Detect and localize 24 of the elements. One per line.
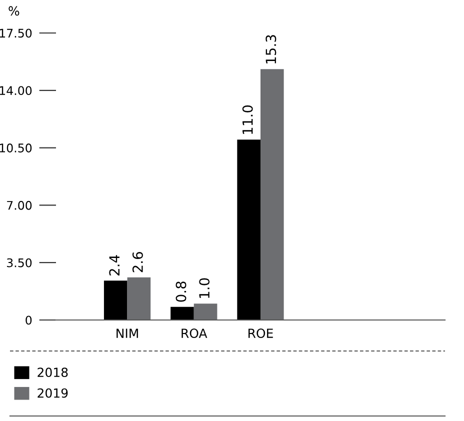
legend-label: 2019: [38, 388, 68, 398]
data-label: 15.3: [266, 35, 276, 64]
bar: [194, 304, 218, 320]
data-label: 0.8: [176, 282, 186, 302]
data-label: 2.6: [132, 252, 143, 272]
y-tick-label: 7.00: [7, 200, 32, 210]
bar: [237, 140, 260, 320]
data-label: 11.0: [242, 105, 253, 134]
y-axis-title: %: [8, 6, 20, 16]
y-tick-label: 17.50: [0, 28, 32, 38]
y-tick-label: 10.50: [0, 144, 32, 152]
bar: [104, 280, 128, 320]
y-tick-label: 0: [26, 316, 32, 325]
x-tick-label: ROE: [248, 328, 273, 338]
y-tick-label: 3.50: [7, 258, 32, 268]
bar: [260, 69, 284, 320]
data-label: 2.4: [109, 255, 120, 276]
y-tick-label: 14.00: [0, 86, 32, 96]
bar: [127, 277, 151, 320]
x-tick-label: ROA: [182, 328, 208, 338]
x-tick-label: NIM: [116, 328, 138, 338]
data-label: 1.0: [199, 278, 210, 298]
legend-label: 2018: [38, 368, 68, 378]
bar: [170, 306, 194, 320]
